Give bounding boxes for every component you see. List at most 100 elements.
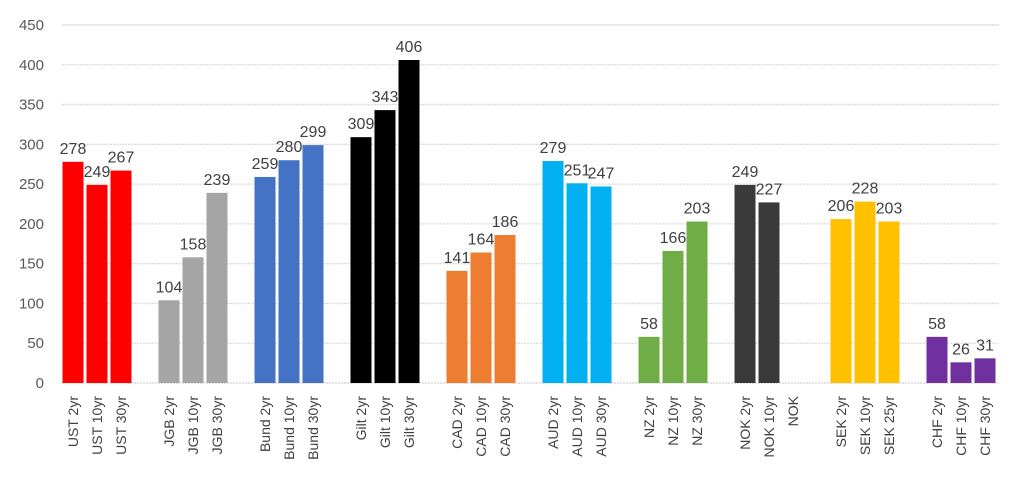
x-tick-label: NOK 2yr	[737, 396, 753, 450]
x-tick-label: NOK 10yr	[761, 396, 777, 458]
data-label: 247	[588, 165, 615, 182]
bar-bund-2yr	[254, 176, 276, 383]
y-axis: 0 50 100 150 200 250 300 350 400 450	[19, 17, 44, 392]
bar-jgb-30yr	[206, 192, 228, 383]
y-tick-label: 350	[19, 97, 44, 114]
x-tick-label: JGB 2yr	[161, 396, 177, 447]
x-tick-label: UST 30yr	[113, 396, 129, 455]
bar-chf-10yr	[950, 362, 972, 383]
data-label: 58	[928, 316, 946, 333]
data-label: 279	[540, 140, 567, 157]
bar-ust-30yr	[110, 170, 132, 383]
data-label: 406	[396, 39, 423, 56]
data-label: 280	[276, 139, 303, 156]
data-label: 249	[732, 164, 759, 181]
bar-nz-10yr	[662, 250, 684, 383]
x-tick-label: AUD 30yr	[593, 396, 609, 457]
x-tick-label: Bund 30yr	[305, 396, 321, 460]
x-tick-label: SEK 2yr	[833, 396, 849, 448]
data-label: 104	[156, 279, 183, 296]
x-tick-label: AUD 10yr	[569, 396, 585, 457]
x-tick-label: Gilt 10yr	[377, 396, 393, 448]
x-tick-label: CAD 2yr	[449, 396, 465, 449]
data-label: 227	[756, 181, 783, 198]
bar-cad-10yr	[470, 252, 492, 383]
data-label: 259	[252, 156, 279, 173]
bar-gilt-2yr	[350, 137, 372, 383]
x-tick-label: JGB 30yr	[209, 396, 225, 455]
y-tick-label: 250	[19, 176, 44, 193]
bar-aud-2yr	[542, 161, 564, 383]
x-tick-label: UST 2yr	[65, 396, 81, 447]
bar-jgb-10yr	[182, 257, 204, 383]
x-tick-label: AUD 2yr	[545, 396, 561, 449]
x-tick-label: JGB 10yr	[185, 396, 201, 455]
x-tick-label: UST 10yr	[89, 396, 105, 455]
x-tick-label: Gilt 2yr	[353, 396, 369, 441]
bar-gilt-30yr	[398, 60, 420, 383]
data-label: 278	[60, 141, 87, 158]
data-label: 31	[976, 337, 994, 354]
bar-chf-2yr	[926, 336, 948, 383]
data-label: 251	[564, 162, 591, 179]
x-tick-label: NZ 10yr	[665, 396, 681, 446]
bar-gilt-10yr	[374, 110, 396, 383]
bar-sek-10yr	[854, 201, 876, 383]
bar-sek-25yr	[878, 221, 900, 383]
bar-ust-2yr	[62, 161, 84, 383]
x-tick-label: Bund 2yr	[257, 396, 273, 452]
x-tick-label: Bund 10yr	[281, 396, 297, 460]
bar-nok-2yr	[734, 184, 756, 383]
data-label: 249	[84, 164, 111, 181]
data-label: 299	[300, 124, 327, 141]
bar-bund-30yr	[302, 145, 324, 383]
data-label: 239	[204, 172, 231, 189]
x-tick-label: CAD 30yr	[497, 396, 513, 457]
x-tick-label: NZ 2yr	[641, 396, 657, 438]
x-tick-label: CAD 10yr	[473, 396, 489, 457]
bar-aud-10yr	[566, 183, 588, 383]
y-tick-label: 100	[19, 295, 44, 312]
x-tick-label: CHF 10yr	[953, 396, 969, 456]
bar-ust-10yr	[86, 184, 108, 383]
x-tick-label: NOK	[785, 395, 801, 426]
y-tick-label: 150	[19, 256, 44, 273]
bar-sek-2yr	[830, 219, 852, 383]
bar-jgb-2yr	[158, 300, 180, 383]
bar-nok-10yr	[758, 202, 780, 383]
x-tick-label: CHF 30yr	[977, 396, 993, 456]
y-tick-label: 0	[36, 375, 44, 392]
data-label: 228	[852, 181, 879, 198]
data-label: 164	[468, 232, 495, 249]
data-label: 186	[492, 214, 519, 231]
bar-aud-30yr	[590, 186, 612, 383]
bars	[62, 60, 996, 383]
data-label: 267	[108, 150, 135, 167]
y-tick-label: 450	[19, 17, 44, 34]
x-axis: UST 2yr UST 10yr UST 30yr JGB 2yr JGB 10yr JG…	[65, 395, 993, 459]
data-label: 206	[828, 198, 855, 215]
data-label: 58	[640, 316, 658, 333]
data-label: 166	[660, 230, 687, 247]
y-tick-label: 400	[19, 57, 44, 74]
y-tick-label: 50	[27, 335, 44, 352]
data-label: 203	[684, 201, 711, 218]
bar-cad-30yr	[494, 235, 516, 383]
bar-cad-2yr	[446, 270, 468, 383]
x-tick-label: SEK 10yr	[857, 396, 873, 455]
data-label: 26	[952, 341, 970, 358]
bar-nz-2yr	[638, 336, 660, 383]
x-tick-label: Gilt 30yr	[401, 396, 417, 448]
data-label: 158	[180, 236, 207, 253]
data-label: 343	[372, 89, 399, 106]
data-label: 203	[876, 201, 903, 218]
x-tick-label: SEK 25yr	[881, 396, 897, 455]
data-label: 309	[348, 116, 375, 133]
bar-nz-30yr	[686, 221, 708, 383]
bar-chf-30yr	[974, 358, 996, 383]
x-tick-label: NZ 30yr	[689, 396, 705, 446]
x-tick-label: CHF 2yr	[929, 396, 945, 448]
data-label: 141	[444, 250, 471, 267]
